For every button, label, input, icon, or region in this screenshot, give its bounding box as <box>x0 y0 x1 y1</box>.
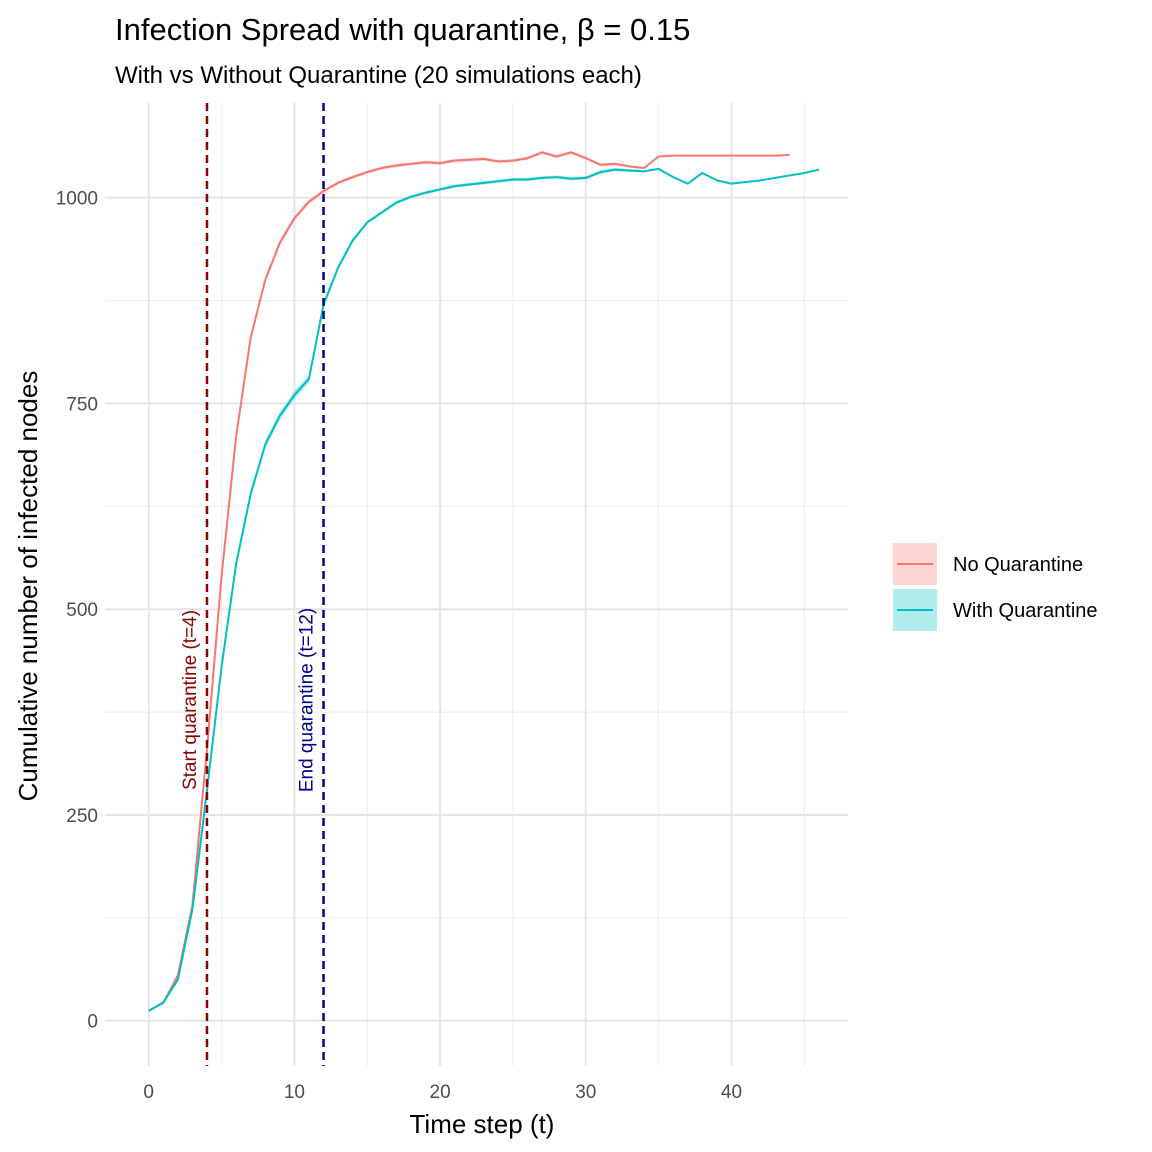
y-tick-label: 500 <box>66 600 98 621</box>
x-tick-label: 20 <box>430 1082 451 1103</box>
line-with-quarantine <box>148 167 820 1012</box>
x-tick-label: 10 <box>284 1082 305 1103</box>
y-axis-ticks: 0 250 500 750 1000 <box>56 189 98 1033</box>
y-tick-label: 1000 <box>56 189 98 210</box>
chart-subtitle: With vs Without Quarantine (20 simulatio… <box>115 62 642 89</box>
minor-gridlines <box>105 103 848 1066</box>
major-gridlines <box>105 103 848 1066</box>
legend-key <box>893 589 937 631</box>
legend: No Quarantine With Quarantine <box>893 543 1098 631</box>
ribbon-with-quarantine <box>148 168 819 1012</box>
y-axis-title: Cumulative number of infected nodes <box>13 371 43 802</box>
legend-key <box>893 543 937 585</box>
x-axis-ticks: 0 10 20 30 40 <box>143 1082 742 1103</box>
y-tick-label: 750 <box>66 394 98 415</box>
quarantine-label: End quarantine (t=12) <box>297 608 318 792</box>
ribbon-no-quarantine <box>148 150 790 1012</box>
quarantine-annotations: Start quarantine (t=4) End quarantine (t=… <box>180 608 318 792</box>
x-tick-label: 0 <box>143 1082 154 1103</box>
line-no-quarantine <box>148 151 790 1012</box>
quarantine-label: Start quarantine (t=4) <box>180 610 201 790</box>
x-axis-title: Time step (t) <box>410 1109 555 1139</box>
x-tick-label: 30 <box>575 1082 596 1103</box>
series-lines <box>148 151 820 1012</box>
confidence-ribbons <box>148 150 819 1012</box>
x-tick-label: 40 <box>721 1082 742 1103</box>
y-tick-label: 0 <box>87 1012 98 1033</box>
y-tick-label: 250 <box>66 806 98 827</box>
legend-label: With Quarantine <box>953 600 1098 622</box>
legend-label: No Quarantine <box>953 554 1083 576</box>
quarantine-markers <box>205 103 325 1066</box>
chart-title: Infection Spread with quarantine, β = 0.… <box>115 12 690 47</box>
